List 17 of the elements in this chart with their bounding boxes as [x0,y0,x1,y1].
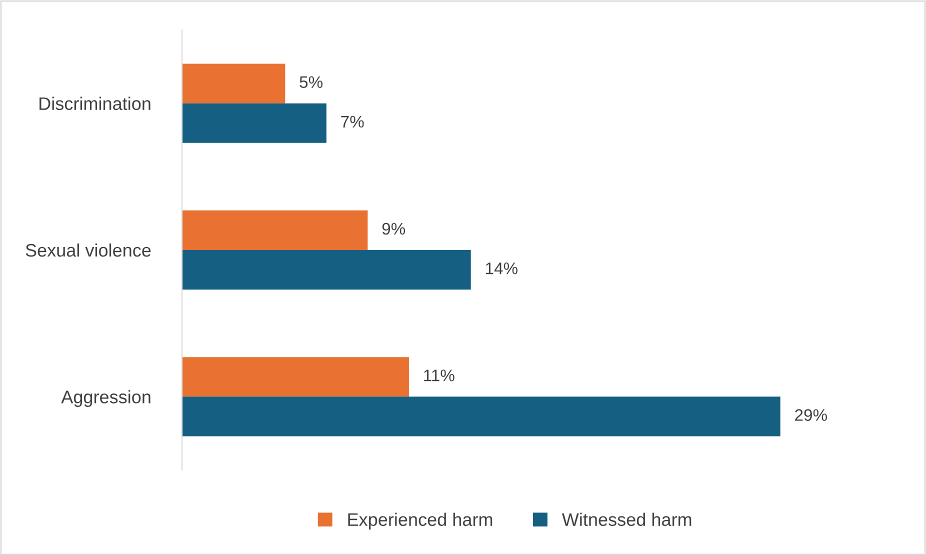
bar [182,64,286,104]
data-label: 9% [382,222,406,235]
data-label: 14% [486,262,518,274]
data-label: 29% [795,409,827,421]
bar [182,396,780,436]
y-tick-label: Sexual violence [26,243,151,257]
data-label: 11% [424,370,454,382]
bar [182,103,326,143]
legend-label: Witnessed harm [562,512,692,526]
bar [182,250,471,290]
y-tick-label: Discrimination [40,96,150,110]
y-tick-label: Aggression [61,390,150,407]
data-label: 5% [300,76,323,88]
bar [182,210,368,250]
legend-label: Experienced harm [348,512,492,530]
bar [182,357,409,397]
data-label: 7% [341,116,364,128]
